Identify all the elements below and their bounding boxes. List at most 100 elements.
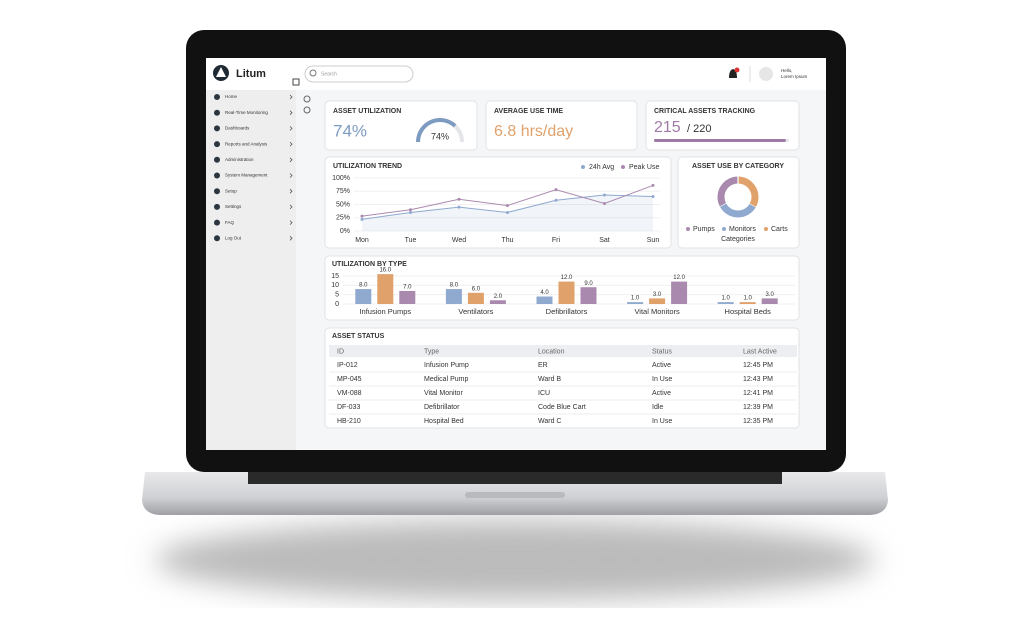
cell: MP-045 <box>337 376 362 383</box>
keyboard-edge <box>248 472 782 484</box>
chevron <box>289 236 293 241</box>
legend-label: Peak Use <box>629 164 659 171</box>
bar <box>377 274 394 304</box>
x-tick-label: Defibrillators <box>546 307 588 316</box>
bar <box>627 302 644 304</box>
card-title: UTILIZATION BY TYPE <box>332 261 407 268</box>
trend-card <box>324 156 672 249</box>
value-label: 4.0 <box>540 290 549 296</box>
menu-icon <box>214 109 220 116</box>
value-label: 8.0 <box>359 283 368 289</box>
chevron <box>289 94 293 100</box>
chevron <box>289 141 293 147</box>
point <box>409 210 412 214</box>
avatar[interactable] <box>759 67 773 81</box>
point <box>360 217 364 221</box>
chevron <box>289 157 293 163</box>
y-tick-label: 0% <box>340 228 350 235</box>
cell: Active <box>652 362 671 369</box>
menu-icon <box>214 203 220 210</box>
value-label: 16.0 <box>379 268 391 274</box>
cell: Vital Monitor <box>424 390 463 397</box>
bar <box>558 281 575 304</box>
average-use-card <box>485 100 638 151</box>
menu-item[interactable]: Settings <box>225 204 242 209</box>
search-placeholder: Search <box>321 71 337 77</box>
x-tick-label: Hospital Beds <box>725 307 772 316</box>
menu-item[interactable]: Home <box>225 94 238 99</box>
cell: Hospital Bed <box>424 418 464 425</box>
point <box>651 183 655 187</box>
menu-item[interactable]: Dashboards <box>225 126 250 131</box>
bar <box>580 287 597 304</box>
chevron <box>289 204 293 210</box>
column-header: Type <box>424 348 439 355</box>
chevron <box>289 110 293 115</box>
x-tick-label: Tue <box>405 237 417 244</box>
menu-item[interactable]: System Management <box>225 173 268 178</box>
card-title: CRITICAL ASSETS TRACKING <box>654 108 756 115</box>
cell: IP-012 <box>337 362 358 369</box>
point <box>603 193 606 197</box>
cell: Active <box>652 390 671 397</box>
legend-swatch <box>722 227 726 231</box>
x-tick-label: Mon <box>355 237 369 244</box>
menu-item[interactable]: FAQ <box>225 220 235 225</box>
cell: 12:45 PM <box>743 362 773 369</box>
card-title: UTILIZATION TREND <box>333 163 402 170</box>
menu-icon <box>214 156 220 163</box>
shadow <box>155 520 875 600</box>
card-title: ASSET USE BY CATEGORY <box>692 163 784 170</box>
legend-label: Monitors <box>729 226 756 233</box>
y-tick-label: 10 <box>331 282 339 289</box>
menu-item[interactable]: Setup <box>225 188 237 193</box>
bar <box>467 292 484 304</box>
menu-icon <box>214 188 220 195</box>
x-tick-label: Vital Monitors <box>634 307 680 316</box>
y-tick-label: 15 <box>331 273 339 280</box>
cell: ER <box>538 362 548 369</box>
bar <box>739 302 756 304</box>
bar <box>649 298 666 304</box>
menu-item[interactable]: Log Out <box>225 235 242 240</box>
x-tick-label: Wed <box>452 237 466 244</box>
menu-item[interactable]: Real-Time Monitoring <box>225 110 268 115</box>
card-title: ASSET UTILIZATION <box>333 108 401 115</box>
value-label: 12.0 <box>673 275 685 281</box>
zoom-in[interactable] <box>303 95 311 103</box>
legend-label: 24h Avg <box>589 164 614 171</box>
cell: VM-088 <box>337 390 362 397</box>
bell-badge <box>734 67 740 73</box>
cell: In Use <box>652 376 672 383</box>
point <box>506 204 509 208</box>
bar <box>717 302 734 304</box>
search-box[interactable] <box>304 65 414 83</box>
asset-status-card <box>324 327 800 429</box>
donut-segment <box>717 176 739 207</box>
zoom-out[interactable] <box>303 106 311 114</box>
x-axis-label: Categories <box>721 236 755 243</box>
menu-item[interactable]: Reports and Analysis <box>225 141 268 146</box>
bar <box>671 281 688 304</box>
legend-swatch <box>581 165 585 169</box>
cell: Medical Pump <box>424 376 468 383</box>
collapse-button[interactable] <box>292 78 300 86</box>
value-label: 1.0 <box>744 296 753 302</box>
progress-fill <box>654 139 786 142</box>
point <box>554 188 558 192</box>
x-tick-label: Infusion Pumps <box>359 307 411 316</box>
y-tick-label: 50% <box>336 201 350 208</box>
menu-icon <box>214 141 220 148</box>
y-tick-label: 0 <box>335 301 339 308</box>
menu-icon <box>214 219 220 226</box>
asset-utilization-card <box>324 100 478 151</box>
chevron <box>289 126 293 131</box>
point <box>409 208 412 212</box>
gauge-value <box>416 118 457 143</box>
card-title: AVERAGE USE TIME <box>494 108 563 115</box>
user-name: Lorem Ipsum <box>781 74 808 79</box>
menu-item[interactable]: Administration <box>225 157 254 162</box>
cell: 12:39 PM <box>743 404 773 411</box>
cell: Infusion Pump <box>424 362 469 369</box>
value-label: 3.0 <box>653 292 662 298</box>
